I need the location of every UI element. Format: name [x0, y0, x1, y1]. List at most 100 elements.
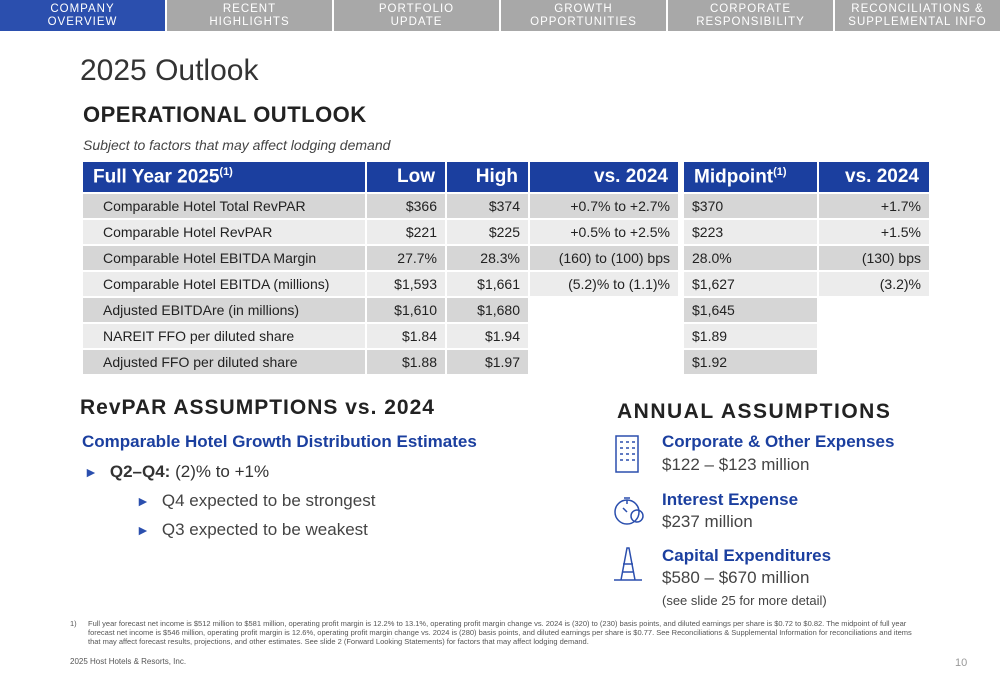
section-heading: OPERATIONAL OUTLOOK — [83, 102, 367, 127]
empty-cell — [819, 324, 929, 348]
nav-tab-line: GROWTH — [554, 3, 613, 15]
table-cell: $366 — [367, 194, 445, 218]
header-text: vs. 2024 — [845, 166, 919, 187]
table-cell: $1,645 — [684, 298, 817, 322]
table-cell: NAREIT FFO per diluted share — [83, 324, 365, 348]
header-sup: (1) — [219, 165, 233, 178]
nav-bar: COMPANY OVERVIEW RECENT HIGHLIGHTS PORTFOLIO… — [0, 0, 1000, 31]
header-cell: vs. 2024 — [819, 162, 929, 192]
header-text: Low — [397, 166, 435, 187]
table-row: NAREIT FFO per diluted share $1.84 $1.94 — [83, 324, 678, 348]
nav-tab-line: CORPORATE — [710, 3, 791, 15]
table-cell: $370 — [684, 194, 817, 218]
table-row: 28.0% (130) bps — [684, 246, 929, 270]
subheading: Comparable Hotel Growth Distribution Est… — [82, 432, 477, 451]
header-sup: (1) — [773, 165, 787, 178]
nav-tab-line: OPPORTUNITIES — [530, 15, 637, 28]
table-cell: +1.7% — [819, 194, 929, 218]
table-cell: +0.5% to +2.5% — [530, 220, 678, 244]
table-cell: (160) to (100) bps — [530, 246, 678, 270]
table-cell: 28.3% — [447, 246, 528, 270]
nav-tab: RECENT HIGHLIGHTS — [167, 0, 332, 31]
sub-bullet: ► Q3 expected to be weakest — [136, 520, 368, 539]
item-value: $237 million — [662, 512, 753, 531]
table-cell: $1.92 — [684, 350, 817, 374]
empty-cell — [530, 324, 678, 348]
table-row: $1.89 — [684, 324, 929, 348]
header-text: vs. 2024 — [594, 166, 668, 187]
table-row: Comparable Hotel Total RevPAR $366 $374 +0.… — [83, 194, 678, 218]
header-cell: High — [447, 162, 528, 192]
item-value: $580 – $670 million — [662, 568, 810, 587]
header-cell: Low — [367, 162, 445, 192]
icons — [614, 435, 644, 581]
item-title: Capital Expenditures — [662, 546, 832, 565]
section-heading: RevPAR ASSUMPTIONS vs. 2024 — [80, 396, 435, 419]
table-cell: $1,680 — [447, 298, 528, 322]
bullet-text: (2)% to +1% — [175, 462, 270, 481]
table-cell: (5.2)% to (1.1)% — [530, 272, 678, 296]
table-cell: Comparable Hotel RevPAR — [83, 220, 365, 244]
table-row: Adjusted FFO per diluted share $1.88 $1.97 — [83, 350, 678, 374]
nav-tab: RECONCILIATIONS & SUPPLEMENTAL INFO — [835, 0, 1000, 31]
table-cell: $1.94 — [447, 324, 528, 348]
nav-tab: GROWTH OPPORTUNITIES — [501, 0, 666, 31]
table-cell: +0.7% to +2.7% — [530, 194, 678, 218]
header-cell: vs. 2024 — [530, 162, 678, 192]
table-row: Comparable Hotel RevPAR $221 $225 +0.5% to … — [83, 220, 678, 244]
table-row: Comparable Hotel EBITDA Margin 27.7% 28.3%… — [83, 246, 678, 270]
table-cell: (130) bps — [819, 246, 929, 270]
header-text: Full Year 2025 — [93, 166, 220, 188]
table-row: $1,627 (3.2)% — [684, 272, 929, 296]
table-cell: $1.88 — [367, 350, 445, 374]
nav-tab-line: RECONCILIATIONS & — [851, 3, 984, 15]
nav-tab-line: RESPONSIBILITY — [696, 15, 805, 28]
table-cell: Comparable Hotel EBITDA Margin — [83, 246, 365, 270]
outlook-table: Full Year 2025(1) Low High vs. 2024 Comparab… — [81, 160, 680, 376]
header-cell: Midpoint(1) — [684, 162, 817, 192]
table-row: $1,645 — [684, 298, 929, 322]
empty-cell — [819, 350, 929, 374]
header-text: Midpoint — [694, 166, 774, 188]
table-row: $1.92 — [684, 350, 929, 374]
header-row: Midpoint(1) vs. 2024 — [684, 162, 929, 192]
table-cell: 28.0% — [684, 246, 817, 270]
table-cell: $1.89 — [684, 324, 817, 348]
table-cell: $1,627 — [684, 272, 817, 296]
page-number: 10 — [955, 657, 968, 669]
section-heading: ANNUAL ASSUMPTIONS — [617, 400, 892, 423]
item-title: Corporate & Other Expenses — [662, 432, 895, 451]
nav-tab-line: HIGHLIGHTS — [209, 15, 290, 28]
table-cell: Comparable Hotel Total RevPAR — [83, 194, 365, 218]
table-row: Comparable Hotel EBITDA (millions) $1,593… — [83, 272, 678, 296]
nav-tab-line: PORTFOLIO — [378, 3, 455, 15]
sub-bullet-text: Q3 expected to be weakest — [161, 520, 368, 539]
table-cell: Comparable Hotel EBITDA (millions) — [83, 272, 365, 296]
nav-tab-line: SUPPLEMENTAL INFO — [848, 15, 987, 28]
bullet: ► Q2–Q4: (2)% to +1% — [84, 462, 270, 481]
table-cell: +1.5% — [819, 220, 929, 244]
header-row: Full Year 2025(1) Low High vs. 2024 — [83, 162, 678, 192]
item-title: Interest Expense — [662, 490, 799, 509]
table-cell: $1,610 — [367, 298, 445, 322]
table-cell: $374 — [447, 194, 528, 218]
table-cell: Adjusted FFO per diluted share — [83, 350, 365, 374]
nav-tab-line: RECENT — [222, 3, 277, 15]
item-note: (see slide 25 for more detail) — [662, 593, 827, 608]
nav-tab: PORTFOLIO UPDATE — [334, 0, 499, 31]
subtitle: Subject to factors that may affect lodgi… — [83, 137, 391, 153]
page-title: 2025 Outlook — [80, 54, 259, 87]
nav-tab: COMPANY OVERVIEW — [0, 0, 165, 31]
nav-tab-line: UPDATE — [390, 15, 443, 28]
table-cell: $223 — [684, 220, 817, 244]
table-cell: 27.7% — [367, 246, 445, 270]
table-cell: $1.84 — [367, 324, 445, 348]
table-row: $370 +1.7% — [684, 194, 929, 218]
table-cell: $1,661 — [447, 272, 528, 296]
footnote: Full year forecast net income is $512 mi… — [88, 619, 912, 646]
header-cell: Full Year 2025(1) — [83, 162, 365, 192]
table-cell: $221 — [367, 220, 445, 244]
nav-tab-line: COMPANY — [50, 3, 115, 15]
item-value: $122 – $123 million — [662, 455, 810, 474]
empty-cell — [530, 298, 678, 322]
